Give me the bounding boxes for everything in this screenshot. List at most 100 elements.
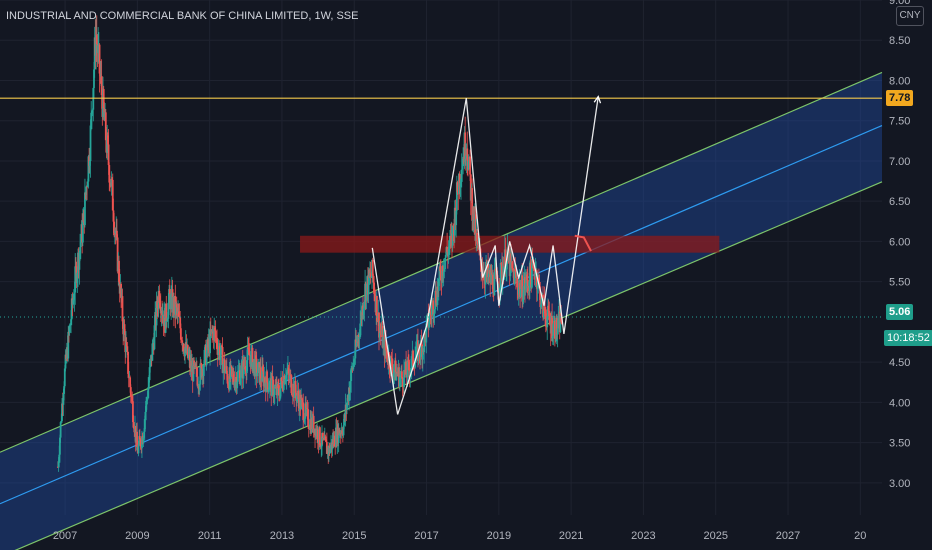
candle-body [205, 350, 208, 366]
candle-body [170, 293, 173, 310]
candle-body [471, 188, 474, 221]
candle-body [371, 259, 374, 276]
candle-body [240, 365, 243, 378]
candle-body [139, 439, 142, 447]
candle-body [230, 366, 233, 369]
candle-body [393, 370, 396, 374]
candle-body [499, 287, 501, 294]
candle-body [145, 400, 148, 412]
candle-body [106, 135, 109, 145]
candle-body [296, 395, 298, 402]
candle-body [110, 178, 113, 187]
candle-body [131, 397, 134, 402]
candle-body [195, 367, 198, 377]
candle-body [247, 347, 250, 349]
candle-body [76, 272, 79, 283]
candle-body [544, 313, 547, 323]
candle-body [536, 285, 539, 289]
x-tick-label: 2025 [703, 530, 727, 542]
candle-body [493, 272, 496, 296]
candle-body [118, 260, 120, 283]
candle-body [259, 367, 262, 379]
candle-body [359, 323, 362, 337]
currency-button[interactable]: CNY [896, 6, 924, 26]
candle-body [175, 304, 177, 315]
candle-body [287, 367, 290, 374]
candle-body [127, 373, 130, 378]
candle-body [123, 324, 126, 334]
candle-body [469, 174, 472, 201]
candle-body [268, 380, 271, 389]
candle-body [469, 156, 471, 175]
candle-body [69, 324, 72, 326]
x-tick-label: 2011 [198, 530, 222, 542]
candle-body [510, 253, 512, 263]
candle-body [443, 269, 446, 272]
candle-body [448, 236, 451, 247]
candle-body [113, 221, 116, 233]
y-tick-label: 3.00 [889, 478, 910, 490]
candle-body [389, 356, 392, 373]
candle-body [421, 349, 424, 360]
candle-body [72, 299, 75, 301]
candle-body [148, 367, 151, 381]
candle-body [166, 318, 169, 322]
candle-body [196, 376, 199, 387]
candle-body [319, 445, 322, 448]
candle-body [294, 380, 297, 393]
candle-body [507, 247, 510, 262]
candle-body [300, 398, 303, 400]
candle-body [60, 420, 63, 423]
candle-body [70, 319, 72, 325]
candle-body [262, 366, 264, 372]
candle-body [348, 387, 351, 402]
candle-body [534, 271, 537, 277]
candle-body [505, 269, 508, 274]
candle-body [394, 360, 397, 381]
candle-body [367, 269, 370, 295]
candle-body [556, 317, 558, 335]
candle-body [370, 277, 373, 278]
candle-body [273, 387, 276, 396]
candle-body [433, 309, 436, 314]
candle-body [396, 371, 398, 374]
candle-body [67, 331, 70, 359]
candle-body [427, 313, 430, 328]
candle-body [464, 132, 467, 159]
candle-body [252, 362, 255, 372]
candle-body [285, 371, 288, 379]
channel-fill [0, 72, 882, 550]
candle-body [250, 351, 252, 367]
candle-body [178, 316, 181, 318]
y-tick-label: 3.50 [889, 438, 910, 450]
candle-body [516, 278, 519, 288]
candle-body [281, 381, 284, 389]
candle-body [428, 321, 430, 328]
candle-body [226, 373, 229, 384]
candle-body [460, 169, 463, 182]
candle-body [271, 375, 274, 380]
candle-body [544, 310, 547, 314]
chart-title: INDUSTRIAL AND COMMERCIAL BANK OF CHINA … [6, 10, 359, 22]
candle-body [284, 379, 287, 384]
candle-body [155, 300, 158, 326]
candle-body [192, 360, 195, 382]
x-tick-label: 2027 [776, 530, 800, 542]
candle-body [220, 345, 223, 355]
candle-body [381, 326, 384, 348]
candle-body [500, 262, 503, 265]
x-tick-label: 2017 [414, 530, 438, 542]
candle-body [546, 316, 549, 328]
candle-body [125, 342, 128, 347]
candle-body [430, 305, 433, 315]
candle-body [108, 165, 111, 183]
candle-body [147, 387, 150, 399]
candle-body [460, 181, 462, 183]
candle-body [232, 373, 235, 382]
candle-body [149, 362, 152, 368]
candle-body [168, 289, 171, 294]
candle-body [304, 403, 307, 419]
candle-body [492, 274, 494, 293]
